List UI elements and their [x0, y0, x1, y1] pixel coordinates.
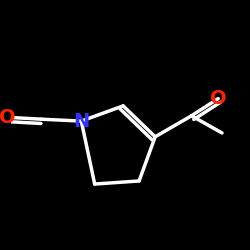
Text: N: N [73, 112, 90, 130]
Text: O: O [0, 108, 15, 127]
Text: O: O [210, 89, 226, 108]
